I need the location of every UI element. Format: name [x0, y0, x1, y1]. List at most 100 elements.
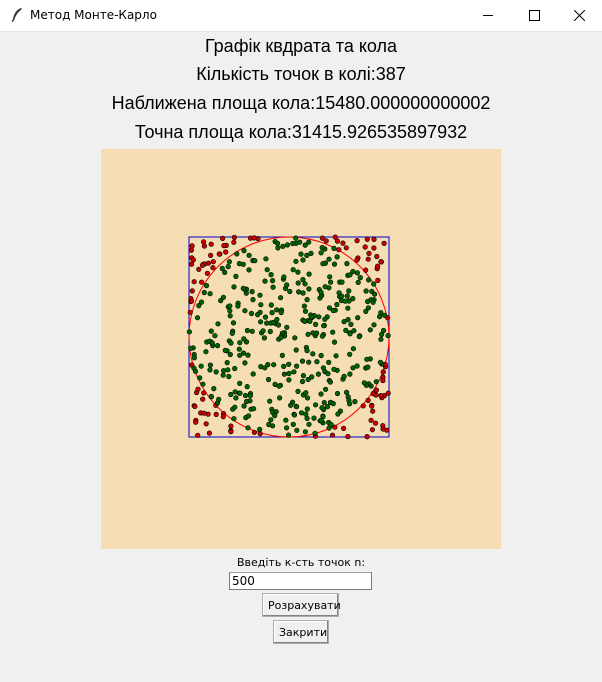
point-outside-circle — [374, 253, 380, 260]
point-inside-circle — [342, 298, 348, 304]
point-inside-circle — [310, 330, 316, 336]
point-inside-circle — [284, 282, 290, 288]
point-inside-circle — [322, 284, 328, 290]
close-button[interactable]: Закрити — [273, 620, 329, 644]
point-inside-circle — [309, 374, 315, 380]
point-inside-circle — [281, 274, 287, 280]
minimize-button[interactable] — [465, 0, 511, 31]
point-outside-circle — [375, 263, 381, 269]
point-inside-circle — [361, 380, 367, 386]
point-inside-circle — [236, 346, 242, 352]
point-inside-circle — [346, 288, 352, 294]
point-inside-circle — [341, 373, 347, 379]
point-inside-circle — [306, 359, 312, 365]
point-inside-circle — [343, 327, 349, 333]
point-outside-circle — [369, 403, 375, 409]
point-inside-circle — [306, 421, 312, 427]
point-outside-circle — [323, 238, 329, 244]
point-inside-circle — [354, 270, 360, 276]
point-inside-circle — [222, 269, 228, 275]
point-outside-circle — [187, 309, 193, 315]
point-inside-circle — [252, 258, 258, 264]
point-inside-circle — [326, 256, 332, 262]
point-inside-circle — [378, 336, 384, 342]
point-inside-circle — [306, 271, 312, 277]
point-outside-circle — [332, 234, 338, 240]
point-inside-circle — [306, 239, 312, 245]
point-inside-circle — [276, 383, 282, 389]
point-outside-circle — [343, 245, 349, 251]
point-inside-circle — [355, 279, 361, 285]
point-inside-circle — [287, 288, 293, 295]
point-inside-circle — [341, 319, 347, 325]
point-outside-circle — [188, 247, 194, 253]
point-inside-circle — [235, 303, 241, 309]
point-outside-circle — [196, 266, 202, 272]
point-inside-circle — [265, 362, 271, 368]
point-inside-circle — [308, 314, 315, 320]
point-outside-circle — [365, 256, 371, 262]
points-count-input[interactable] — [229, 572, 372, 590]
window-title: Метод Монте-Карло — [30, 8, 157, 22]
point-inside-circle — [227, 308, 233, 314]
point-inside-circle — [242, 360, 248, 366]
point-inside-circle — [264, 267, 270, 273]
point-inside-circle — [302, 281, 308, 287]
point-inside-circle — [262, 278, 268, 284]
point-inside-circle — [269, 310, 275, 316]
point-inside-circle — [244, 398, 250, 405]
point-inside-circle — [311, 415, 317, 421]
point-inside-circle — [313, 402, 319, 408]
point-inside-circle — [275, 240, 281, 246]
point-inside-circle — [245, 425, 251, 431]
point-inside-circle — [208, 394, 214, 400]
maximize-button[interactable] — [511, 0, 557, 31]
point-inside-circle — [260, 328, 266, 334]
point-inside-circle — [250, 297, 256, 303]
point-inside-circle — [284, 425, 290, 431]
point-inside-circle — [326, 305, 333, 311]
point-inside-circle — [321, 323, 327, 329]
point-inside-circle — [324, 404, 331, 410]
point-outside-circle — [188, 298, 195, 304]
point-inside-circle — [231, 416, 237, 422]
point-inside-circle — [188, 345, 194, 351]
point-inside-circle — [274, 307, 280, 313]
point-inside-circle — [316, 314, 322, 320]
point-inside-circle — [352, 399, 358, 405]
point-inside-circle — [226, 373, 232, 380]
point-inside-circle — [220, 372, 226, 378]
point-inside-circle — [328, 422, 334, 428]
point-inside-circle — [318, 289, 324, 295]
point-inside-circle — [240, 285, 246, 291]
point-inside-circle — [344, 260, 350, 267]
point-outside-circle — [363, 267, 369, 273]
point-outside-circle — [360, 403, 366, 409]
point-outside-circle — [354, 237, 360, 244]
point-inside-circle — [321, 400, 327, 406]
point-inside-circle — [344, 389, 350, 395]
point-inside-circle — [212, 333, 218, 339]
point-inside-circle — [291, 369, 297, 375]
point-inside-circle — [201, 289, 207, 296]
point-inside-circle — [298, 251, 304, 257]
point-outside-circle — [378, 259, 384, 265]
point-inside-circle — [237, 390, 243, 396]
point-inside-circle — [318, 250, 324, 256]
point-inside-circle — [227, 351, 233, 358]
point-inside-circle — [365, 298, 371, 305]
point-outside-circle — [219, 235, 226, 241]
calculate-button[interactable]: Розрахувати — [262, 593, 341, 617]
point-inside-circle — [283, 417, 289, 423]
point-inside-circle — [280, 243, 286, 249]
close-window-button[interactable] — [556, 0, 602, 31]
point-inside-circle — [315, 371, 321, 377]
point-inside-circle — [261, 335, 267, 341]
point-inside-circle — [345, 305, 351, 311]
point-inside-circle — [264, 320, 270, 326]
point-outside-circle — [371, 245, 377, 251]
point-inside-circle — [275, 245, 281, 251]
points-count-label: Введіть к-сть точок n: — [236, 556, 366, 569]
point-inside-circle — [334, 390, 341, 397]
point-inside-circle — [363, 288, 369, 294]
